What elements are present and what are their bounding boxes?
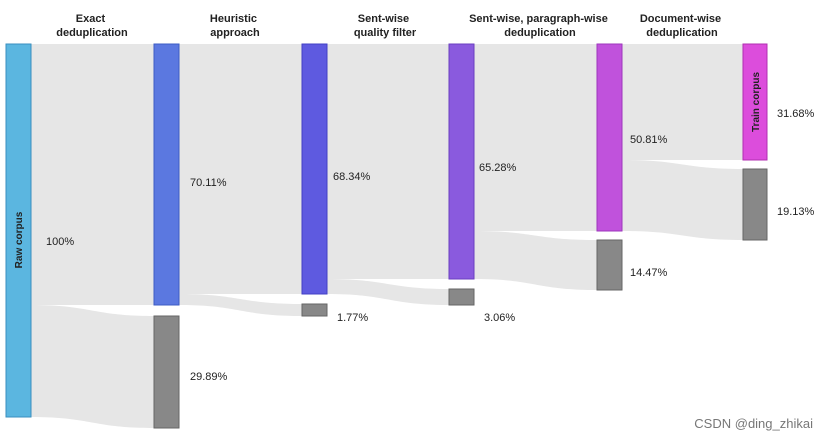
pct-document-keep: 50.81% xyxy=(630,134,668,146)
flow-paragraph-to-document-drop xyxy=(474,231,597,290)
flow-heuristic-to-sentwise-keep xyxy=(179,44,302,294)
flow-raw-to-heuristic-keep xyxy=(31,44,154,305)
node-sentwise-drop xyxy=(301,303,328,317)
node-train-drop xyxy=(742,168,768,241)
pct-sentwise-drop: 1.77% xyxy=(337,312,368,324)
node-heuristic-drop xyxy=(153,315,180,429)
stage-label-exact: Exact deduplication xyxy=(56,13,128,39)
pct-sentwise-keep: 68.34% xyxy=(333,171,371,183)
node-train-corpus xyxy=(742,43,768,161)
pct-paragraph-drop: 3.06% xyxy=(484,312,515,324)
node-paragraph-drop xyxy=(448,288,475,306)
flow-document-to-drop xyxy=(622,160,743,240)
stage-label-heuristic: Heuristic approach xyxy=(210,13,260,39)
nodes xyxy=(5,43,768,429)
flow-heuristic-to-sentwise-drop xyxy=(179,294,302,316)
pct-heuristic-keep: 70.11% xyxy=(190,177,227,189)
stage-label-document: Document-wise deduplication xyxy=(640,13,724,39)
node-document-drop xyxy=(596,239,623,291)
flows xyxy=(31,44,743,428)
pct-raw: 100% xyxy=(46,236,74,248)
node-raw-corpus xyxy=(5,43,32,418)
pct-train-drop: 19.13% xyxy=(777,206,815,218)
train-corpus-label: Train corpus xyxy=(751,72,762,132)
flow-paragraph-to-document-keep xyxy=(474,44,597,231)
node-heuristic-keep xyxy=(153,43,180,306)
node-document-keep xyxy=(596,43,623,232)
pct-heuristic-drop: 29.89% xyxy=(190,371,228,383)
percentage-labels: 100% 70.11% 29.89% 68.34% 1.77% 65.28% 3… xyxy=(46,108,815,383)
pct-document-drop: 14.47% xyxy=(630,267,668,279)
watermark: CSDN @ding_zhikai xyxy=(694,416,813,431)
stage-label-paragraph: Sent-wise, paragraph-wise deduplication xyxy=(469,13,611,39)
flow-sentwise-to-paragraph-drop xyxy=(327,279,449,305)
node-paragraph-keep xyxy=(448,43,475,280)
flow-raw-to-heuristic-drop xyxy=(31,305,154,428)
pct-paragraph-keep: 65.28% xyxy=(479,162,517,174)
stage-headers: Exact deduplication Heuristic approach S… xyxy=(56,13,724,39)
node-sentwise-keep xyxy=(301,43,328,295)
raw-corpus-label: Raw corpus xyxy=(14,211,25,268)
flow-document-to-train xyxy=(622,44,743,160)
flow-sentwise-to-paragraph-keep xyxy=(327,44,449,279)
pct-train: 31.68% xyxy=(777,108,815,120)
stage-label-sentwise: Sent-wise quality filter xyxy=(354,13,417,39)
